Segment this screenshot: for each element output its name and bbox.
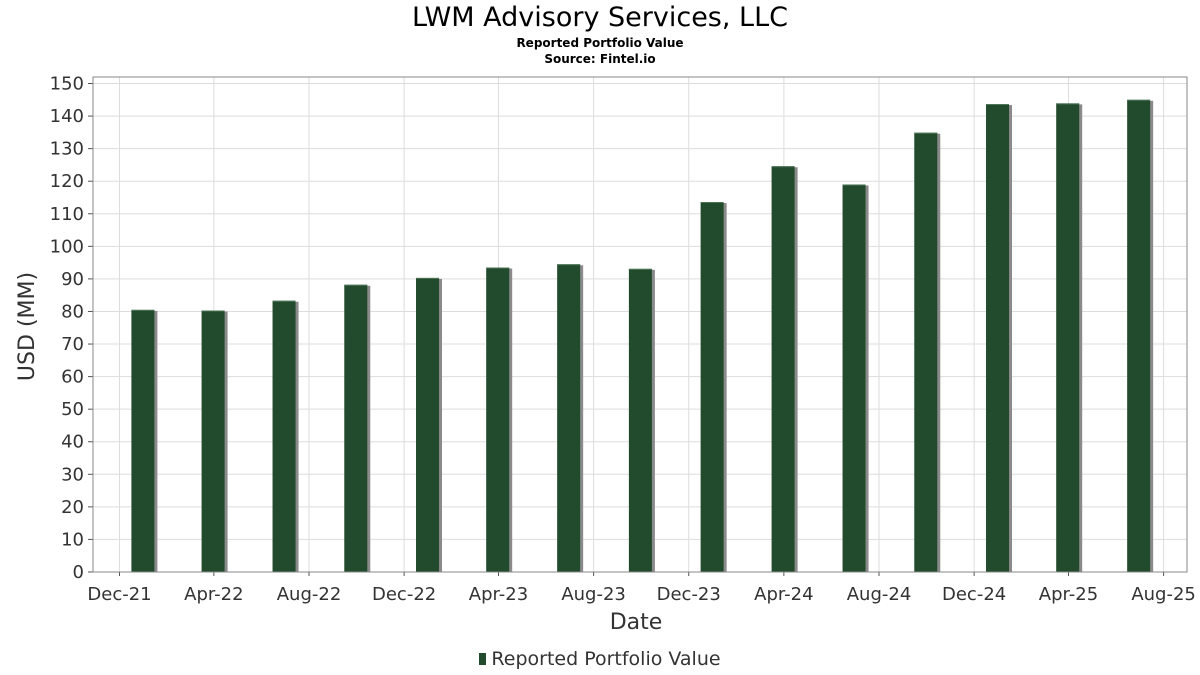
x-tick-label: Apr-25 <box>1039 584 1098 605</box>
y-tick-label: 40 <box>61 432 84 453</box>
plot-frame <box>92 76 1188 573</box>
bar <box>986 104 1010 572</box>
x-tick-label: Dec-21 <box>87 584 151 605</box>
x-tick-label: Dec-23 <box>657 584 721 605</box>
bar <box>557 264 581 572</box>
bar <box>771 166 795 572</box>
x-tick-label: Dec-24 <box>942 584 1006 605</box>
y-tick-label: 60 <box>61 367 84 388</box>
y-tick-label: 10 <box>61 529 84 550</box>
y-tick-label: 50 <box>61 399 84 420</box>
y-tick-label: 20 <box>61 497 84 518</box>
y-tick-label: 120 <box>50 171 84 192</box>
bar <box>842 184 866 572</box>
x-tick-label: Aug-23 <box>561 584 626 605</box>
bar <box>914 132 938 572</box>
bar <box>628 268 652 572</box>
y-tick-label: 140 <box>50 106 84 127</box>
x-tick-label: Apr-22 <box>184 584 243 605</box>
bar <box>344 284 368 572</box>
y-tick-label: 70 <box>61 334 84 355</box>
chart-plot: 0 10 20 30 40 50 60 70 80 90 100 110 120 130 140 150 Dec… <box>15 74 1196 635</box>
x-axis-label: Date <box>610 610 663 635</box>
y-tick-label: 0 <box>73 562 84 583</box>
y-axis-label: USD (MM) <box>15 272 40 381</box>
legend-swatch <box>479 653 487 665</box>
y-tick-label: 150 <box>50 74 84 95</box>
bar <box>201 310 225 572</box>
bar <box>486 267 510 572</box>
y-tick-label: 90 <box>61 269 84 290</box>
x-tick-label: Apr-24 <box>754 584 813 605</box>
bar <box>1127 99 1151 572</box>
y-tick-label: 30 <box>61 464 84 485</box>
x-tick-label: Aug-24 <box>847 584 912 605</box>
x-tick-label: Apr-23 <box>469 584 528 605</box>
bar <box>131 309 155 572</box>
x-tick-label: Aug-25 <box>1131 584 1196 605</box>
x-tick-label: Aug-22 <box>277 584 342 605</box>
y-tick-label: 100 <box>50 236 84 257</box>
y-tick-label: 130 <box>50 139 84 160</box>
legend-label: Reported Portfolio Value <box>491 648 721 670</box>
bar <box>416 277 440 572</box>
y-tick-label: 110 <box>50 204 84 225</box>
y-tick-label: 80 <box>61 301 84 322</box>
bar <box>272 300 296 572</box>
chart-title: LWM Advisory Services, LLC <box>412 2 788 33</box>
chart-subtitle: Reported Portfolio Value <box>516 36 684 50</box>
chart-source: Source: Fintel.io <box>544 52 656 66</box>
legend: Reported Portfolio Value <box>0 648 1200 670</box>
bar <box>1056 103 1080 572</box>
x-tick-label: Dec-22 <box>372 584 436 605</box>
bar <box>700 202 724 573</box>
